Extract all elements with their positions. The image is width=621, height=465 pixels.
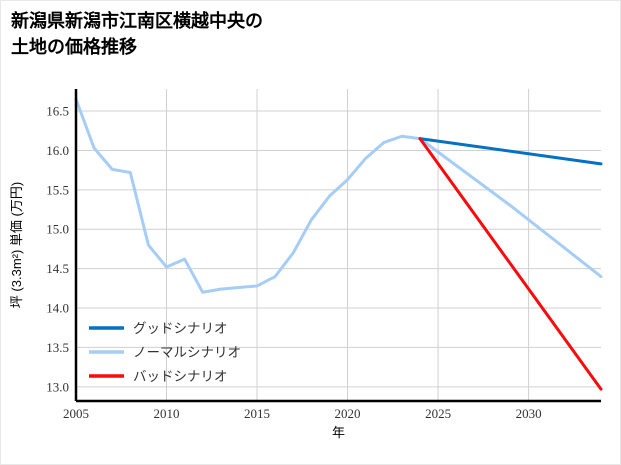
y-tick-label: 14.5: [46, 261, 69, 276]
page-title: 新潟県新潟市江南区横越中央の 土地の価格推移: [11, 11, 263, 57]
x-tick-label: 2010: [154, 406, 180, 421]
y-tick-label: 15.5: [46, 182, 69, 197]
series-line: [418, 137, 603, 166]
y-tick-label: 16.5: [46, 104, 69, 119]
legend-label[interactable]: バッドシナリオ: [133, 369, 228, 384]
y-tick-label: 15.0: [46, 222, 69, 237]
x-axis-ticks: 2005 2010 2015 2020 2025 2030: [63, 406, 542, 421]
y-tick-label: 16.0: [46, 143, 69, 158]
series-line: [74, 97, 603, 294]
x-axis-title: 年: [332, 425, 345, 440]
legend-label[interactable]: グッドシナリオ: [133, 321, 228, 336]
x-tick-label: 2005: [63, 406, 89, 421]
legend-label[interactable]: ノーマルシナリオ: [133, 345, 241, 360]
axis-frame: [74, 89, 601, 403]
x-tick-label: 2030: [516, 406, 542, 421]
y-axis-title: 坪 (3.3m²) 単価 (万円): [9, 182, 24, 308]
x-tick-label: 2025: [425, 406, 451, 421]
series-line: [418, 137, 603, 391]
x-tick-label: 2020: [335, 406, 361, 421]
y-axis-ticks: 13.0 13.5 14.0 14.5 15.0 15.5 16.0 16.5: [46, 104, 69, 395]
y-tick-label: 14.0: [46, 301, 69, 316]
y-tick-label: 13.5: [46, 340, 69, 355]
x-tick-label: 2015: [244, 406, 270, 421]
data-series-group: [74, 97, 603, 391]
y-tick-label: 13.0: [46, 379, 69, 394]
